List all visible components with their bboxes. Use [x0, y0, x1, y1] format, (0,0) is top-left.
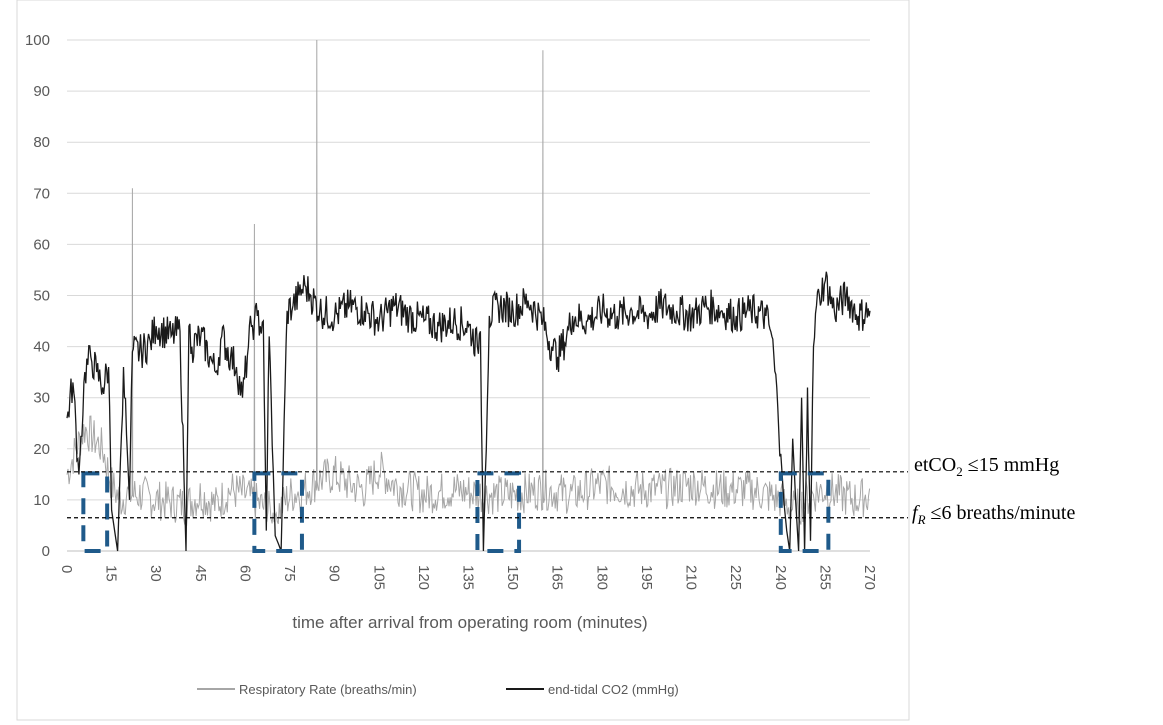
y-tick-label: 90 [33, 83, 50, 100]
x-axis-title: time after arrival from operating room (… [292, 613, 647, 632]
x-tick-label: 195 [638, 565, 655, 590]
y-tick-label: 50 [33, 288, 50, 305]
x-tick-label: 270 [861, 565, 878, 590]
x-tick-label: 15 [103, 565, 120, 582]
x-tick-label: 150 [504, 565, 521, 590]
y-tick-label: 70 [33, 185, 50, 202]
highlight-boxes [81, 471, 831, 553]
highlight-box-3 [475, 471, 522, 553]
threshold-label-fr-suffix: ≤6 breaths/minute [926, 502, 1076, 524]
threshold-label-etco2-suffix: ≤15 mmHg [963, 454, 1060, 476]
x-tick-label: 0 [58, 565, 75, 573]
y-tick-label: 60 [33, 236, 50, 253]
threshold-label-etco2: etCO2 ≤15 mmHg [914, 454, 1059, 479]
x-tick-label: 210 [683, 565, 700, 590]
respiratory-rate-line [66, 39, 871, 527]
x-tick-label: 135 [460, 565, 477, 590]
x-axis-ticks: 0 15 30 45 60 75 90 105 120 135 150 165 180 195 210 225… [58, 565, 878, 590]
threshold-label-fr-main: f [912, 502, 920, 524]
chart-area-border [16, 0, 910, 721]
x-tick-label: 240 [772, 565, 789, 590]
end-tidal-co2-series [66, 271, 871, 552]
legend: Respiratory Rate (breaths/min) end-tidal… [197, 682, 679, 697]
highlight-box-1 [81, 471, 110, 553]
end-tidal-co2-line [66, 271, 871, 552]
x-tick-label: 75 [281, 565, 298, 582]
threshold-label-etco2-main: etCO [914, 454, 956, 476]
threshold-label-fr-subscript: R [917, 512, 926, 527]
threshold-label-etco2-text: etCO2 ≤15 mmHg [914, 454, 1059, 479]
highlight-box-2 [252, 471, 304, 553]
threshold-lines [67, 471, 908, 519]
y-tick-label: 80 [33, 134, 50, 151]
x-tick-label: 60 [236, 565, 253, 582]
x-tick-label: 120 [415, 565, 432, 590]
x-tick-label: 90 [326, 565, 343, 582]
threshold-label-etco2-subscript: 2 [956, 464, 963, 479]
y-tick-label: 0 [42, 543, 50, 560]
x-tick-label: 165 [549, 565, 566, 590]
threshold-label-fr: fR ≤6 breaths/minute [912, 502, 1075, 527]
y-tick-label: 100 [25, 32, 50, 49]
highlight-box-4 [778, 471, 831, 553]
x-tick-label: 105 [370, 565, 387, 590]
y-tick-label: 20 [33, 441, 50, 458]
threshold-label-fr-text: fR ≤6 breaths/minute [912, 502, 1075, 527]
y-tick-label: 10 [33, 492, 50, 509]
x-tick-label: 30 [147, 565, 164, 582]
x-tick-label: 45 [192, 565, 209, 582]
legend-label-end-tidal-co2: end-tidal CO2 (mmHg) [548, 682, 679, 697]
x-tick-label: 255 [816, 565, 833, 590]
y-tick-label: 30 [33, 390, 50, 407]
respiratory-rate-series [66, 39, 871, 527]
legend-label-respiratory-rate: Respiratory Rate (breaths/min) [239, 682, 417, 697]
x-tick-label: 180 [593, 565, 610, 590]
y-tick-label: 40 [33, 339, 50, 356]
y-axis-ticks: 0 10 20 30 40 50 60 70 80 90 100 [25, 32, 50, 560]
x-tick-label: 225 [727, 565, 744, 590]
